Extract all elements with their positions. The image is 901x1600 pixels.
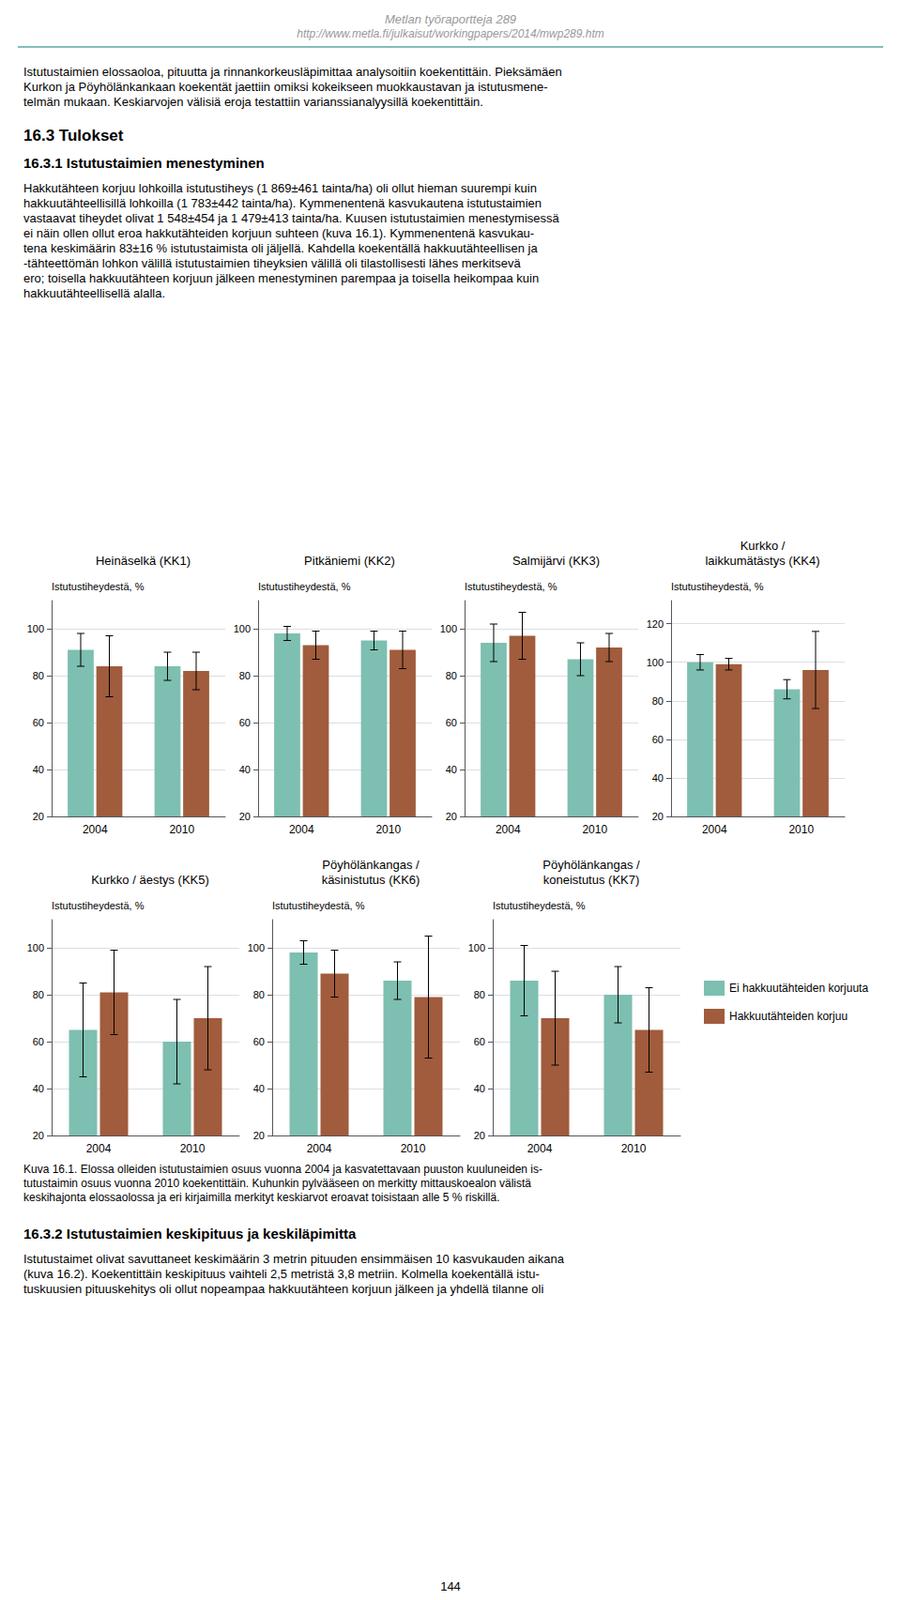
svg-text:Pitkäniemi (KK2): Pitkäniemi (KK2) (304, 553, 396, 568)
svg-text:Metlan työraportteja 289: Metlan työraportteja 289 (384, 12, 517, 27)
svg-text:20: 20 (32, 810, 45, 823)
svg-text:60: 60 (32, 1036, 45, 1048)
svg-text:ei näin ollen ollut eroa hakku: ei näin ollen ollut eroa hakkutähteiden … (23, 226, 535, 241)
svg-text:2010: 2010 (168, 823, 195, 837)
svg-text:telmän mukaan. Keskiarvojen vä: telmän mukaan. Keskiarvojen välisiä eroj… (23, 94, 484, 109)
svg-text:40: 40 (239, 763, 251, 776)
svg-text:2004: 2004 (702, 823, 728, 837)
svg-text:2010: 2010 (400, 1142, 427, 1156)
svg-text:Istutustaimet olivat savuttane: Istutustaimet olivat savuttaneet keskimä… (23, 1252, 566, 1267)
svg-text:laikkumätästys (KK4): laikkumätästys (KK4) (704, 553, 820, 568)
svg-text:100: 100 (646, 656, 664, 669)
svg-text:Salmijärvi (KK3): Salmijärvi (KK3) (512, 553, 600, 568)
svg-text:60: 60 (473, 1036, 486, 1048)
svg-text:144: 144 (440, 1579, 461, 1594)
svg-text:vastaavat tiheydet olivat 1 54: vastaavat tiheydet olivat 1 548±454 ja 1… (23, 211, 560, 226)
svg-text:Kuva 16.1. Elossa olleiden ist: Kuva 16.1. Elossa olleiden istutustaimie… (23, 1162, 543, 1176)
svg-text:80: 80 (32, 989, 45, 1001)
svg-text:hakkuutähteellisellä alalla.: hakkuutähteellisellä alalla. (23, 286, 166, 301)
svg-text:20: 20 (445, 810, 458, 823)
svg-text:Istutustiheydestä, %: Istutustiheydestä, % (258, 580, 352, 593)
svg-text:20: 20 (253, 1130, 265, 1142)
svg-text:40: 40 (32, 1083, 45, 1095)
svg-text:100: 100 (233, 623, 251, 635)
svg-text:20: 20 (473, 1130, 486, 1142)
svg-text:2004: 2004 (82, 823, 108, 837)
svg-text:Kurkko / äestys (KK5): Kurkko / äestys (KK5) (91, 872, 210, 887)
svg-text:Istutustiheydestä, %: Istutustiheydestä, % (492, 900, 586, 912)
svg-text:käsinistutus (KK6): käsinistutus (KK6) (321, 872, 421, 887)
svg-text:40: 40 (253, 1083, 265, 1095)
svg-text:60: 60 (239, 717, 251, 729)
svg-text:Kurkon ja Pöyhölänkankaan koek: Kurkon ja Pöyhölänkankaan koekentät jaet… (23, 79, 549, 94)
svg-text:tuskuusien pituuskehitys oli o: tuskuusien pituuskehitys oli ollut nopea… (23, 1282, 544, 1297)
svg-text:Pöyhölänkangas /: Pöyhölänkangas / (542, 857, 641, 872)
svg-text:2004: 2004 (306, 1142, 333, 1156)
svg-text:100: 100 (247, 942, 265, 954)
svg-text:80: 80 (253, 989, 265, 1001)
svg-text:2010: 2010 (581, 823, 608, 837)
svg-text:hakkuutähteellisillä lohkoilla: hakkuutähteellisillä lohkoilla (1 783±44… (23, 196, 542, 211)
svg-text:2004: 2004 (495, 823, 521, 837)
svg-text:80: 80 (652, 695, 664, 707)
svg-text:tutustaimin osuus vuonna 2010: tutustaimin osuus vuonna 2010 koekentitt… (23, 1176, 532, 1191)
svg-text:ero; toisella hakkuutähteen ko: ero; toisella hakkuutähteen korjuun jälk… (23, 271, 539, 286)
svg-text:2004: 2004 (289, 823, 315, 837)
svg-text:20: 20 (32, 1130, 45, 1142)
svg-text:Istutustiheydestä, %: Istutustiheydestä, % (51, 900, 145, 912)
svg-text:60: 60 (652, 733, 664, 746)
svg-text:80: 80 (32, 670, 45, 682)
svg-text:Istutustiheydestä, %: Istutustiheydestä, % (671, 580, 764, 593)
svg-text:120: 120 (646, 618, 664, 630)
svg-text:Hakkuutähteiden korjuu: Hakkuutähteiden korjuu (729, 1009, 848, 1024)
svg-text:2004: 2004 (527, 1142, 553, 1156)
svg-text:80: 80 (445, 670, 458, 682)
svg-text:20: 20 (652, 810, 664, 823)
svg-text:100: 100 (440, 623, 458, 635)
svg-text:16.3 Tulokset: 16.3 Tulokset (23, 126, 124, 145)
svg-text:2010: 2010 (375, 823, 401, 837)
svg-text:Istutustaimien elossaoloa, pit: Istutustaimien elossaoloa, pituutta ja r… (23, 64, 563, 79)
svg-text:2004: 2004 (86, 1142, 112, 1156)
svg-text:16.3.2 Istutustaimien keskipit: 16.3.2 Istutustaimien keskipituus ja kes… (23, 1225, 357, 1242)
svg-text:Istutustiheydestä, %: Istutustiheydestä, % (464, 580, 558, 593)
svg-text:16.3.1 Istutustaimien menestym: 16.3.1 Istutustaimien menestyminen (23, 154, 265, 171)
svg-text:Ei hakkuutähteiden korjuuta: Ei hakkuutähteiden korjuuta (729, 981, 869, 995)
svg-text:60: 60 (445, 717, 458, 729)
svg-text:40: 40 (32, 763, 45, 776)
svg-text:Hakkutähteen korjuu lohkoilla: Hakkutähteen korjuu lohkoilla istutustih… (23, 181, 537, 196)
svg-text:tena keskimäärin 83±16 % istut: tena keskimäärin 83±16 % istutustaimista… (23, 241, 538, 256)
svg-text:40: 40 (445, 763, 458, 776)
svg-text:Istutustiheydestä, %: Istutustiheydestä, % (51, 580, 145, 593)
svg-text:100: 100 (27, 623, 45, 635)
svg-text:http://www.metla.fi/julkaisut/: http://www.metla.fi/julkaisut/workingpap… (296, 27, 605, 41)
svg-text:Kurkko /: Kurkko / (740, 538, 786, 553)
svg-text:-tähteettömän lohkon välillä i: -tähteettömän lohkon välillä istutustaim… (23, 256, 521, 271)
svg-text:80: 80 (473, 989, 486, 1001)
svg-text:100: 100 (27, 942, 45, 954)
svg-text:2010: 2010 (788, 823, 814, 837)
svg-text:40: 40 (473, 1083, 486, 1095)
svg-text:60: 60 (32, 717, 45, 729)
svg-text:Istutustiheydestä, %: Istutustiheydestä, % (272, 900, 366, 912)
svg-text:(kuva 16.2). Koekentittäin kes: (kuva 16.2). Koekentittäin keskipituus v… (23, 1267, 540, 1282)
svg-text:Heinäselkä (KK1): Heinäselkä (KK1) (95, 553, 191, 568)
svg-text:20: 20 (239, 810, 251, 823)
svg-text:40: 40 (652, 772, 664, 784)
svg-text:60: 60 (253, 1036, 265, 1048)
svg-text:koneistutus (KK7): koneistutus (KK7) (543, 872, 641, 887)
svg-text:100: 100 (468, 942, 486, 954)
svg-text:keskihajonta elossaolossa ja e: keskihajonta elossaolossa ja eri kirjaim… (23, 1191, 501, 1205)
svg-text:Pöyhölänkangas /: Pöyhölänkangas / (321, 857, 420, 872)
svg-text:2010: 2010 (180, 1142, 206, 1156)
svg-text:80: 80 (239, 670, 251, 682)
svg-text:2010: 2010 (621, 1142, 647, 1156)
